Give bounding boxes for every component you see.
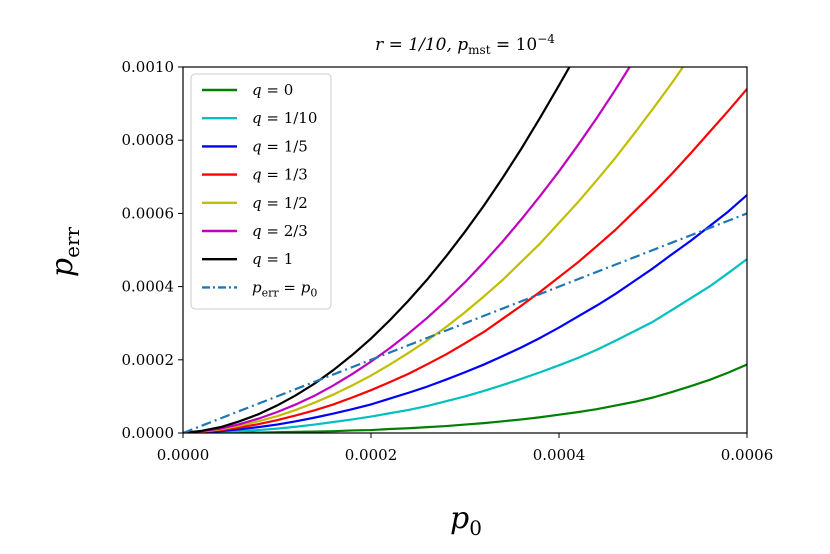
- x-tick-label: 0.0006: [721, 446, 774, 464]
- series-line-7: [183, 212, 747, 433]
- y-axis-title: perr: [45, 226, 84, 277]
- x-tick-label: 0.0000: [157, 446, 210, 464]
- x-tick-label: 0.0004: [533, 446, 586, 464]
- legend-label: perr = p0: [252, 278, 317, 299]
- series-line-0: [183, 363, 747, 433]
- y-tick-label: 0.0010: [122, 58, 175, 76]
- y-tick-label: 0.0002: [122, 351, 175, 369]
- legend-label: q = 0: [252, 81, 293, 99]
- legend-box: [190, 73, 332, 310]
- x-tick-label: 0.0002: [345, 446, 398, 464]
- series-line-3: [183, 88, 747, 433]
- y-tick-label: 0.0004: [122, 278, 175, 296]
- legend-label: q = 2/3: [252, 222, 308, 240]
- series-line-4: [183, 67, 685, 433]
- series-line-6: [183, 67, 571, 433]
- legend-label: q = 1/10: [252, 109, 317, 127]
- chart-title: r = 1/10, pmst = 10−4: [375, 32, 555, 57]
- legend: q = 0 q = 1/10 q = 1/5 q = 1/3 q = 1/2 q = 2/…: [190, 73, 332, 310]
- plot-frame: [182, 66, 748, 434]
- y-tick-label: 0.0008: [122, 131, 175, 149]
- legend-label: q = 1/3: [252, 166, 308, 184]
- legend-label: q = 1: [252, 250, 293, 268]
- y-tick-label: 0.0006: [122, 204, 175, 222]
- x-axis-title: p0: [450, 501, 482, 540]
- series-line-5: [183, 67, 631, 433]
- y-tick-label: 0.0000: [122, 424, 175, 442]
- series-line-1: [183, 258, 747, 433]
- legend-label: q = 1/5: [252, 137, 308, 155]
- legend-label: q = 1/2: [252, 194, 308, 212]
- series-line-2: [183, 194, 747, 433]
